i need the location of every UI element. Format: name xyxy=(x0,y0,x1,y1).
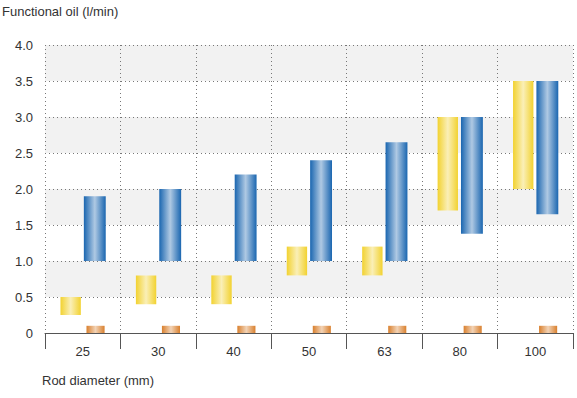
svg-text:4.0: 4.0 xyxy=(15,38,33,53)
svg-text:1.5: 1.5 xyxy=(15,218,33,233)
svg-text:1.0: 1.0 xyxy=(15,254,33,269)
svg-text:80: 80 xyxy=(453,344,467,359)
svg-text:Functional oil (l/min): Functional oil (l/min) xyxy=(2,4,118,19)
svg-text:2.0: 2.0 xyxy=(15,182,33,197)
svg-text:0: 0 xyxy=(26,326,33,341)
svg-text:0.5: 0.5 xyxy=(15,290,33,305)
svg-text:3.5: 3.5 xyxy=(15,74,33,89)
svg-text:Rod diameter (mm): Rod diameter (mm) xyxy=(42,373,154,388)
svg-text:25: 25 xyxy=(75,344,89,359)
svg-text:40: 40 xyxy=(226,344,240,359)
svg-text:30: 30 xyxy=(151,344,165,359)
svg-text:3.0: 3.0 xyxy=(15,110,33,125)
svg-text:100: 100 xyxy=(524,344,546,359)
svg-text:2.5: 2.5 xyxy=(15,146,33,161)
svg-text:50: 50 xyxy=(302,344,316,359)
svg-text:63: 63 xyxy=(377,344,391,359)
